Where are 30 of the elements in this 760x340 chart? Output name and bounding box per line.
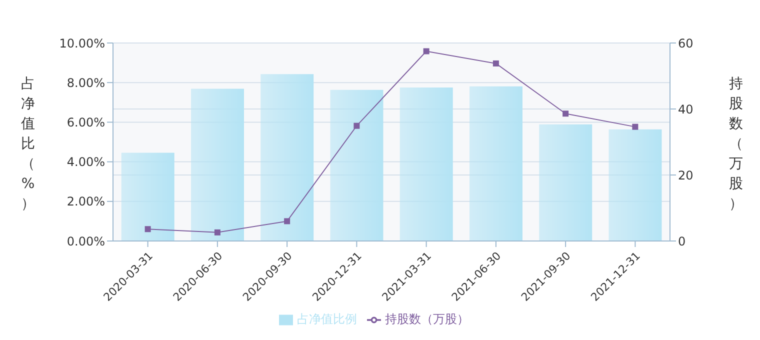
y-tick-label: 2.00% bbox=[66, 194, 105, 209]
point bbox=[423, 48, 430, 54]
y2-tick-label: 0 bbox=[678, 234, 686, 248]
bar bbox=[400, 88, 453, 241]
y-tick-label: 10.00% bbox=[59, 36, 105, 50]
y2-tick-label: 60 bbox=[678, 36, 694, 50]
bar bbox=[330, 90, 384, 241]
y2-tick-label: 40 bbox=[678, 102, 694, 116]
bar bbox=[190, 88, 244, 241]
y-tick-label: 0.00% bbox=[66, 234, 105, 248]
bar bbox=[469, 86, 522, 241]
y-tick-label: 8.00% bbox=[66, 76, 105, 90]
point bbox=[214, 229, 220, 236]
bar bbox=[539, 124, 592, 241]
point bbox=[632, 124, 638, 130]
bar bbox=[121, 152, 174, 241]
y-tick-label: 6.00% bbox=[66, 115, 105, 130]
point bbox=[284, 218, 290, 224]
y-axis-title: 占净值比（%） bbox=[21, 76, 35, 212]
point bbox=[354, 122, 360, 129]
bar bbox=[260, 74, 314, 241]
bar bbox=[608, 129, 662, 241]
legend-label: 占净值比例 bbox=[297, 312, 357, 326]
y2-axis-title: 持股数（万股） bbox=[729, 76, 743, 212]
point bbox=[144, 226, 151, 232]
y2-tick-label: 20 bbox=[678, 168, 694, 182]
point bbox=[562, 110, 569, 117]
y-tick-label: 4.00% bbox=[66, 155, 105, 170]
point bbox=[492, 60, 499, 66]
legend-label: 持股数（万股） bbox=[385, 312, 469, 326]
